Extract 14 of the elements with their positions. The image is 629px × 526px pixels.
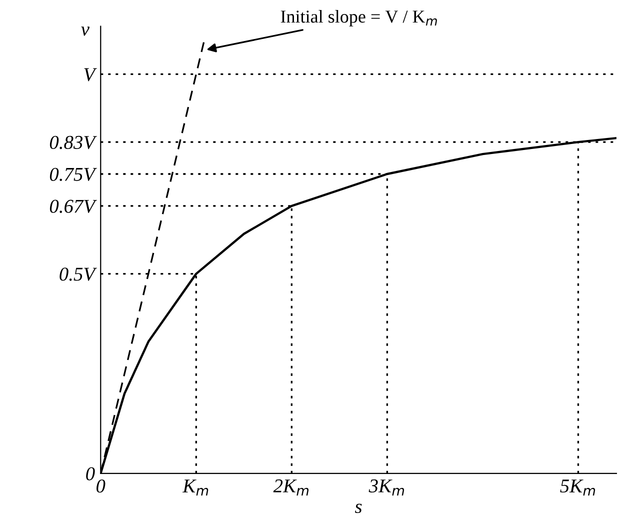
y-tick-label: 0.5V: [60, 268, 97, 281]
y-axis-title: v: [81, 26, 90, 36]
x-axis-title: s: [354, 504, 362, 514]
y-tick-label: V: [84, 68, 97, 82]
x-tick-label: 0: [96, 480, 106, 493]
y-tick-label: 0: [86, 467, 95, 480]
x-tick-label: 3K$_{m}$: [368, 479, 404, 496]
annotation: Initial slope = V / K$_{m}$: [280, 10, 437, 26]
x-tick-label: K$_{m}$: [182, 480, 208, 496]
y-tick-label: 0.75V: [50, 168, 97, 182]
y-tick-label: 0.67V: [50, 200, 97, 213]
x-tick-label: 2K$_{m}$: [273, 479, 308, 496]
x-tick-label: 5K$_{m}$: [560, 480, 596, 496]
y-tick-label: 0.83V: [50, 136, 97, 150]
